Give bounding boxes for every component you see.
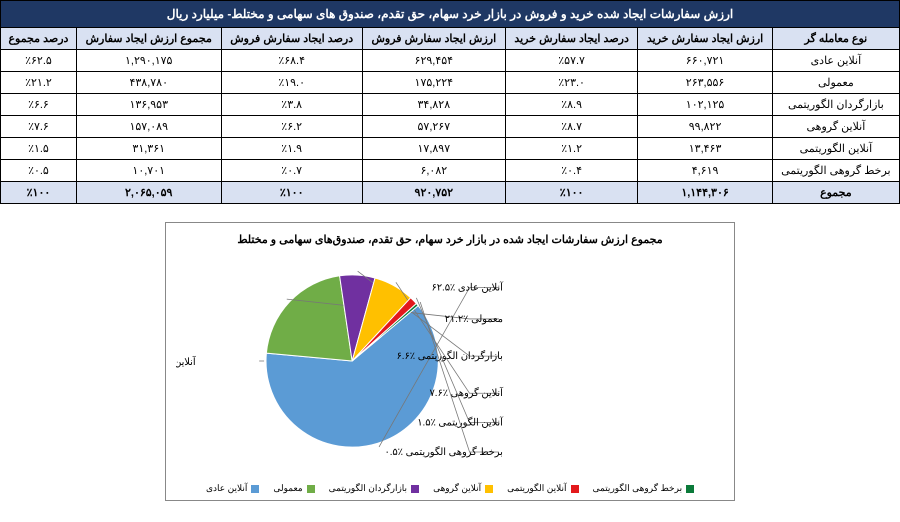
table-cell: ۱۵۷,۰۸۹ <box>76 116 221 138</box>
table-row: بازارگردان الگوریتمی۱۰۲,۱۲۵٪۸.۹۳۴,۸۲۸٪۳.… <box>1 94 900 116</box>
table-row: آنلاین الگوریتمی۱۳,۴۶۳٪۱.۲۱۷,۸۹۷٪۱.۹۳۱,۳… <box>1 138 900 160</box>
chart-title: مجموع ارزش سفارشات ایجاد شده در بازار خر… <box>176 233 724 246</box>
legend-label: آنلاین گروهی <box>433 483 481 494</box>
table-cell: ۶,۰۸۲ <box>362 160 505 182</box>
legend-swatch <box>307 485 315 493</box>
table-sum-row: مجموع۱,۱۴۴,۳۰۶٪۱۰۰۹۲۰,۷۵۲٪۱۰۰۲,۰۶۵,۰۵۹٪۱… <box>1 182 900 204</box>
col-total-value: مجموع ارزش ایجاد سفارش <box>76 28 221 50</box>
legend-label: بازارگردان الگوریتمی <box>329 483 407 494</box>
table-cell: ۴۳۸,۷۸۰ <box>76 72 221 94</box>
table-cell: ٪۱.۵ <box>1 138 77 160</box>
table-cell: ۵۷,۲۶۷ <box>362 116 505 138</box>
legend-swatch <box>411 485 419 493</box>
table-cell: ۱۷,۸۹۷ <box>362 138 505 160</box>
table-row: آنلاین عادی۶۶۰,۷۲۱٪۵۷.۷۶۲۹,۴۵۴٪۶۸.۴۱,۲۹۰… <box>1 50 900 72</box>
legend-label: برخط گروهی الگوریتمی <box>593 483 683 494</box>
table-cell: ۹۹,۸۲۲ <box>638 116 772 138</box>
table-cell: ٪۱۰۰ <box>1 182 77 204</box>
col-total-pct: درصد مجموع <box>1 28 77 50</box>
table-cell: ٪۱۰۰ <box>221 182 362 204</box>
legend-item: برخط گروهی الگوریتمی <box>593 483 695 494</box>
orders-table: ارزش سفارشات ایجاد شده خرید و فروش در با… <box>0 0 900 204</box>
table-cell: ٪۶۸.۴ <box>221 50 362 72</box>
slice-label: معمولی ٪۲۱.۲ <box>445 314 503 325</box>
table-cell: ۱۷۵,۲۲۴ <box>362 72 505 94</box>
table-cell: ۱,۱۴۴,۳۰۶ <box>638 182 772 204</box>
legend-label: آنلاین عادی <box>206 483 247 494</box>
legend-item: آنلاین عادی <box>206 483 259 494</box>
table-cell: ٪۶.۲ <box>221 116 362 138</box>
chart-legend: برخط گروهی الگوریتمی آنلاین الگوریتمی آنلا… <box>176 483 724 494</box>
table-row: آنلاین گروهی۹۹,۸۲۲٪۸.۷۵۷,۲۶۷٪۶.۲۱۵۷,۰۸۹٪… <box>1 116 900 138</box>
table-cell: آنلاین عادی <box>772 50 899 72</box>
table-cell: ٪۸.۷ <box>505 116 638 138</box>
table-cell: ٪۶.۶ <box>1 94 77 116</box>
table-cell: ٪۷.۶ <box>1 116 77 138</box>
col-sell-pct: درصد ایجاد سفارش فروش <box>221 28 362 50</box>
table-cell: ٪۸.۹ <box>505 94 638 116</box>
table-cell: معمولی <box>772 72 899 94</box>
legend-swatch <box>485 485 493 493</box>
legend-swatch <box>686 485 694 493</box>
table-cell: ۳۴,۸۲۸ <box>362 94 505 116</box>
col-buy-value: ارزش ایجاد سفارش خرید <box>638 28 772 50</box>
legend-item: معمولی <box>273 483 314 494</box>
table-cell: ۱۳۶,۹۵۳ <box>76 94 221 116</box>
table-cell: ٪۲۳.۰ <box>505 72 638 94</box>
col-trader-type: نوع معامله گر <box>772 28 899 50</box>
table-cell: ٪۱.۹ <box>221 138 362 160</box>
table-cell: ۶۶۰,۷۲۱ <box>638 50 772 72</box>
legend-item: بازارگردان الگوریتمی <box>329 483 419 494</box>
col-sell-value: ارزش ایجاد سفارش فروش <box>362 28 505 50</box>
table-cell: ۶۲۹,۴۵۴ <box>362 50 505 72</box>
table-header-row: نوع معامله گر ارزش ایجاد سفارش خرید درصد… <box>1 28 900 50</box>
table-cell: ۱,۲۹۰,۱۷۵ <box>76 50 221 72</box>
table-cell: ۱۰۲,۱۲۵ <box>638 94 772 116</box>
table-cell: ٪۰.۴ <box>505 160 638 182</box>
table-cell: ٪۵۷.۷ <box>505 50 638 72</box>
table-cell: ۹۲۰,۷۵۲ <box>362 182 505 204</box>
slice-label: برخط گروهی الگوریتمی ٪۰.۵ <box>384 446 502 458</box>
table-cell: آنلاین الگوریتمی <box>772 138 899 160</box>
legend-label: معمولی <box>273 483 302 494</box>
slice-label: آنلاین گروهی ٪۷.۶ <box>429 386 504 399</box>
table-body: آنلاین عادی۶۶۰,۷۲۱٪۵۷.۷۶۲۹,۴۵۴٪۶۸.۴۱,۲۹۰… <box>1 50 900 204</box>
table-cell: آنلاین گروهی <box>772 116 899 138</box>
table-row: معمولی۲۶۳,۵۵۶٪۲۳.۰۱۷۵,۲۲۴٪۱۹.۰۴۳۸,۷۸۰٪۲۱… <box>1 72 900 94</box>
legend-item: آنلاین الگوریتمی <box>507 483 578 494</box>
table-cell: برخط گروهی الگوریتمی <box>772 160 899 182</box>
table-cell: ۱۳,۴۶۳ <box>638 138 772 160</box>
table-cell: ۲۶۳,۵۵۶ <box>638 72 772 94</box>
pie-chart: آنلاین عادی ٪۶۲.۵ معمولی ٪۲۱.۲ بازارگردان … <box>176 256 724 466</box>
table-row: برخط گروهی الگوریتمی۴,۶۱۹٪۰.۴۶,۰۸۲٪۰.۷۱۰… <box>1 160 900 182</box>
legend-label: آنلاین الگوریتمی <box>507 483 566 494</box>
slice-label: بازارگردان الگوریتمی ٪۶.۶ <box>397 350 503 362</box>
table-cell: بازارگردان الگوریتمی <box>772 94 899 116</box>
table-cell: ٪۱۰۰ <box>505 182 638 204</box>
table-cell: ٪۱.۲ <box>505 138 638 160</box>
table-cell: ٪۰.۷ <box>221 160 362 182</box>
table-cell: ٪۲۱.۲ <box>1 72 77 94</box>
legend-swatch <box>571 485 579 493</box>
slice-label: آنلاین عادی ٪۶۲.۵ <box>176 355 197 368</box>
slice-label: آنلاین عادی ٪۶۲.۵ <box>431 281 504 294</box>
table-cell: ٪۰.۵ <box>1 160 77 182</box>
slice-label: آنلاین الگوریتمی ٪۱.۵ <box>417 416 504 429</box>
table-cell: مجموع <box>772 182 899 204</box>
table-cell: ٪۱۹.۰ <box>221 72 362 94</box>
legend-item: آنلاین گروهی <box>433 483 493 494</box>
table-cell: ۴,۶۱۹ <box>638 160 772 182</box>
pie-chart-panel: مجموع ارزش سفارشات ایجاد شده در بازار خر… <box>165 222 735 501</box>
table-title: ارزش سفارشات ایجاد شده خرید و فروش در با… <box>1 1 900 28</box>
table-cell: ٪۳.۸ <box>221 94 362 116</box>
table-cell: ٪۶۲.۵ <box>1 50 77 72</box>
table-cell: ۱۰,۷۰۱ <box>76 160 221 182</box>
pie-slice <box>266 276 352 361</box>
legend-swatch <box>251 485 259 493</box>
table-cell: ۲,۰۶۵,۰۵۹ <box>76 182 221 204</box>
orders-table-container: ارزش سفارشات ایجاد شده خرید و فروش در با… <box>0 0 900 204</box>
table-cell: ۳۱,۳۶۱ <box>76 138 221 160</box>
col-buy-pct: درصد ایجاد سفارش خرید <box>505 28 638 50</box>
